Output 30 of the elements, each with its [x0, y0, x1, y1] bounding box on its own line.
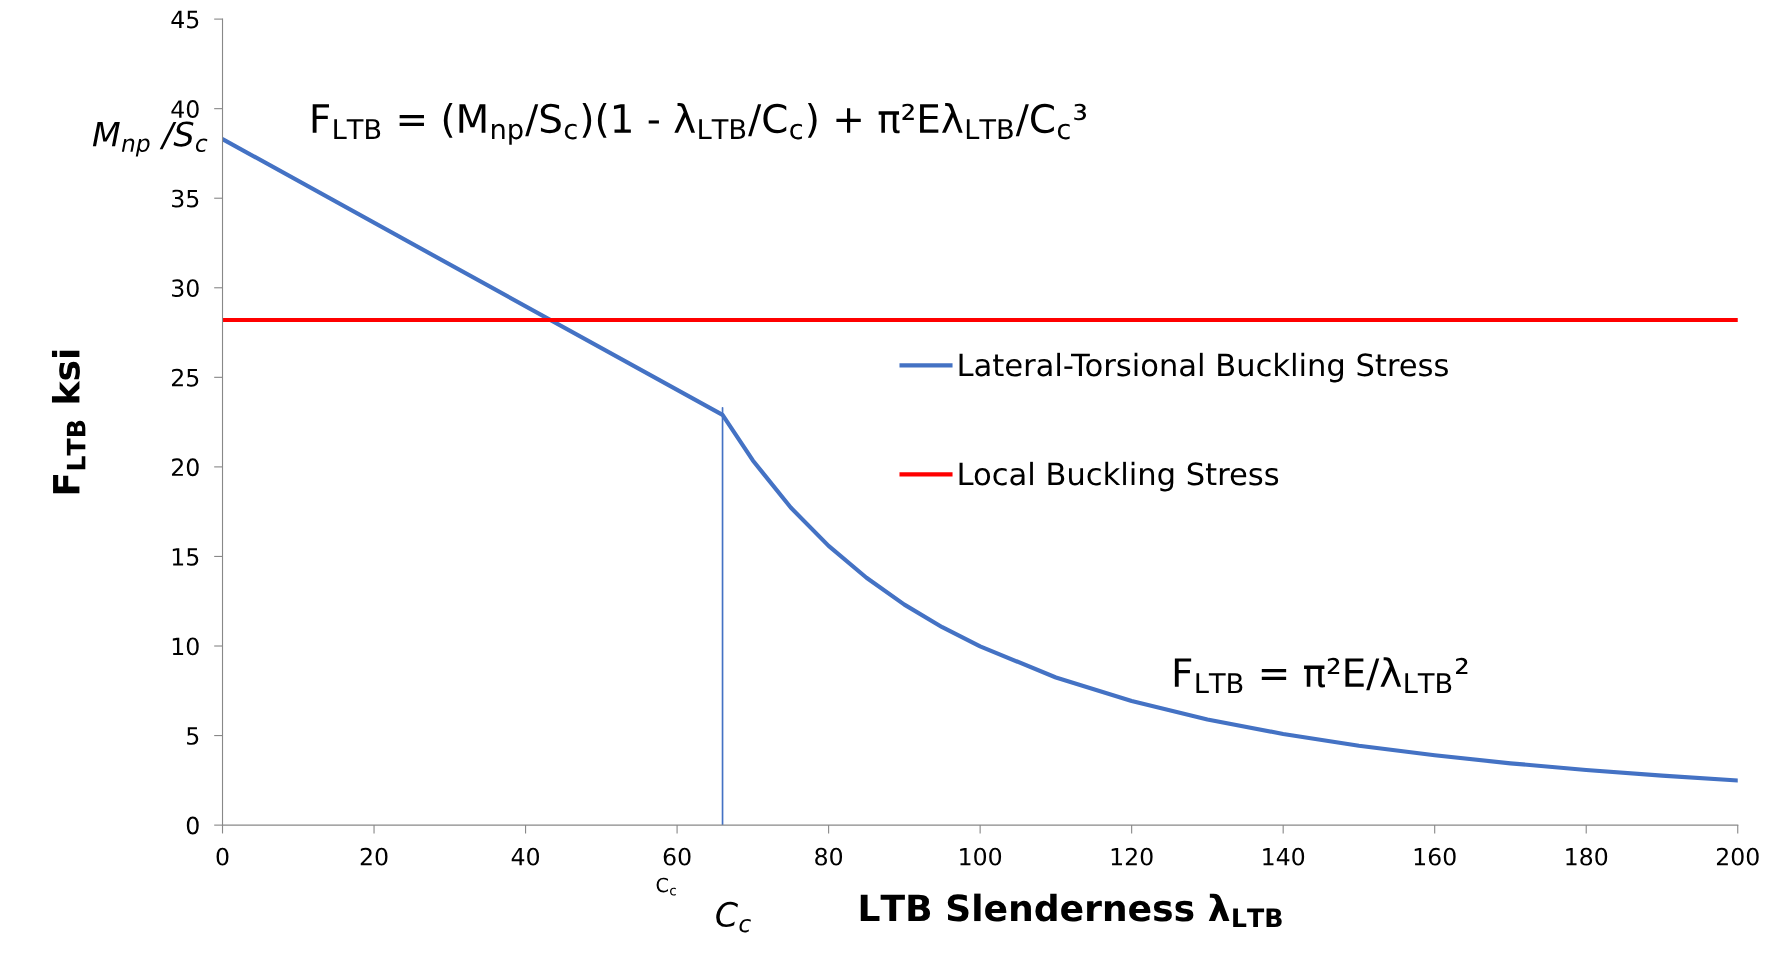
x-tick-label: 180: [1566, 847, 1608, 866]
y-tick-label: 45: [171, 10, 199, 29]
x-tick-label: 160: [1414, 847, 1456, 866]
y-tick-label: 15: [172, 548, 199, 566]
y-tick-label: 0: [186, 816, 199, 835]
x-tick-label: 120: [1111, 847, 1153, 866]
y-tick-label: 25: [171, 368, 199, 387]
y-tick-label: 10: [172, 637, 199, 656]
text: F$_{LTB}$ = (M$_{np}$/S$_{c}$)(1 - λ$_{LTB}$/C$_{c}$) + π²Eλ$_{LTB}$/C$_{c}$³: [312, 103, 1087, 145]
text: C$_{c}$: [656, 877, 676, 896]
x-tick-label: 20: [360, 847, 388, 866]
legend-label: Lateral-Torsional Buckling Stress: [959, 352, 1448, 383]
annotation: C$_{c}$: [716, 901, 751, 933]
x-tick-label: 60: [663, 847, 691, 866]
annotation: F$_{LTB}$ = π²E/λ$_{LTB}$²: [1174, 657, 1468, 694]
y-tick-label: 20: [171, 458, 199, 477]
y-tick-label: 40: [171, 100, 199, 118]
x-tick-label: 200: [1716, 847, 1759, 866]
x-tick-label: 40: [511, 847, 540, 866]
y-tick-label: 5: [187, 727, 199, 745]
x-axis-title: LTB Slenderness λ$_{LTB}$: [860, 893, 1282, 927]
x-tick-label: 80: [815, 847, 843, 866]
x-tick-label: 140: [1263, 847, 1305, 866]
y-tick-label: 30: [172, 279, 199, 298]
annotation: M$_{np}$ /S$_{c}$: [92, 121, 208, 157]
y-axis-title: F$_{LTB}$ ksi: [51, 350, 86, 494]
y-tick-label: 35: [172, 189, 199, 208]
x-tick-label: 100: [960, 847, 1002, 866]
legend-label: Local Buckling Stress: [959, 461, 1279, 492]
x-tick-label: 0: [216, 847, 229, 866]
